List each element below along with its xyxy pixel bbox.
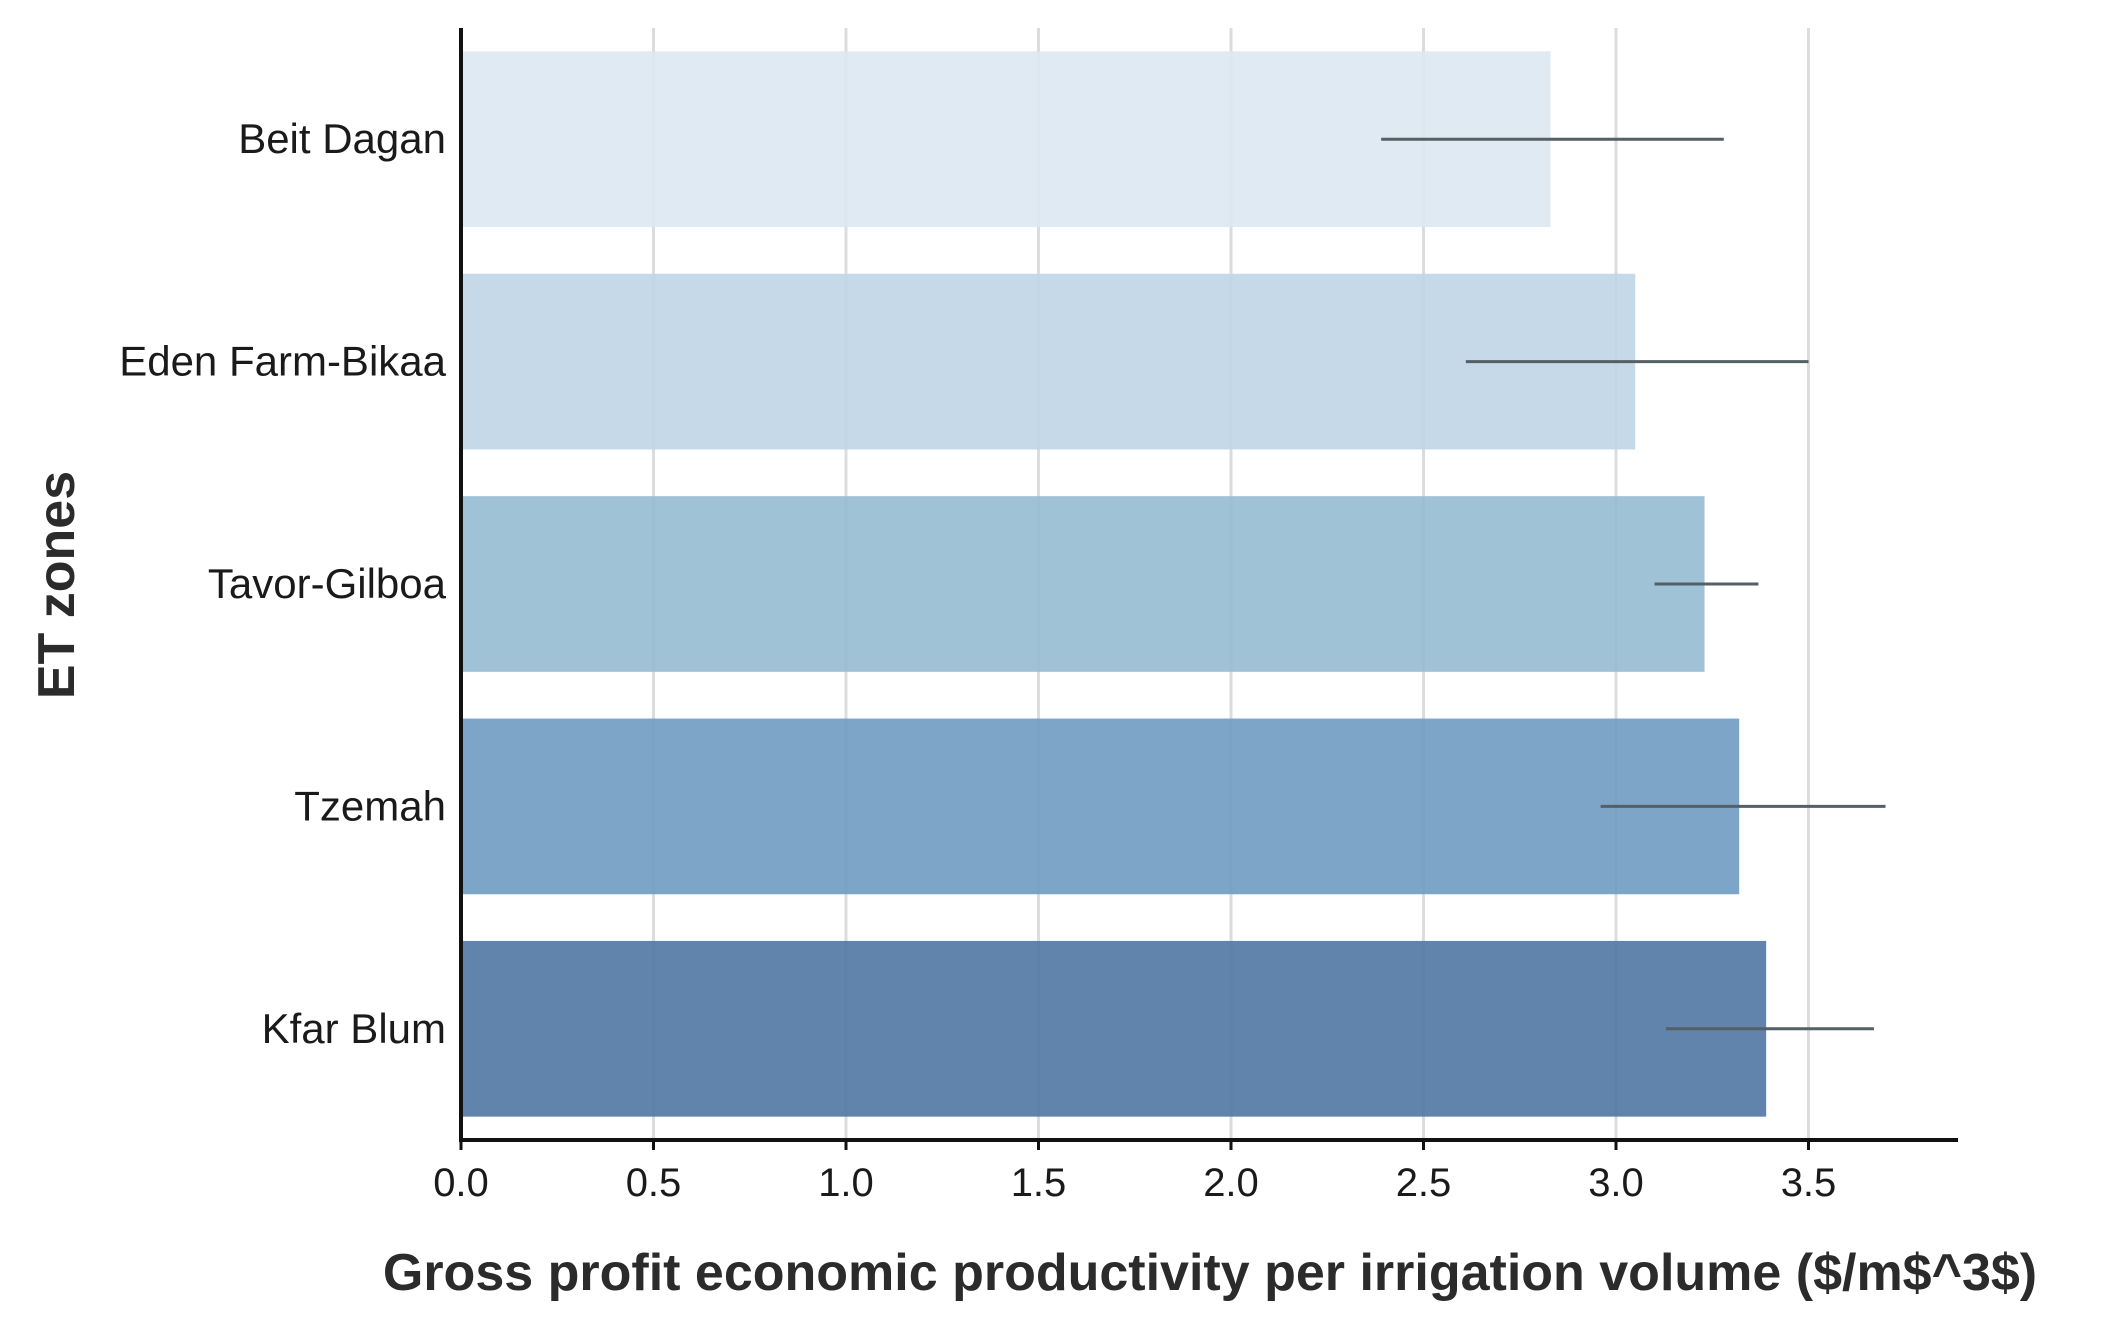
category-label: Beit Dagan [238,115,446,162]
x-tick-label: 3.5 [1781,1161,1837,1205]
axes [459,28,1958,1142]
x-axis-title: Gross profit economic productivity per i… [383,1244,2037,1302]
bar [461,718,1740,895]
category-label: Kfar Blum [262,1005,446,1052]
error-bars [1381,137,1886,1031]
x-tick-label: 0.5 [626,1161,682,1205]
x-tick-label: 2.0 [1203,1161,1259,1205]
y-axis-title: ET zones [28,471,86,699]
x-tick-label: 3.0 [1588,1161,1644,1205]
x-tick-label: 0.0 [433,1161,489,1205]
bars [461,51,1767,1117]
category-label: Tzemah [294,782,446,829]
x-tick-label: 1.0 [818,1161,874,1205]
x-tick-label: 2.5 [1396,1161,1452,1205]
bar [461,496,1705,672]
x-tick-labels: 0.0 0.5 1.0 1.5 2.0 2.5 3.0 3.5 [433,1140,1836,1205]
bar [461,51,1551,228]
bar [461,940,1767,1117]
bar [461,273,1636,450]
category-label: Eden Farm-Bikaa [119,338,446,385]
y-category-labels: Beit Dagan Eden Farm-Bikaa Tavor-Gilboa Tze… [119,115,446,1052]
category-label: Tavor-Gilboa [208,560,447,607]
x-tick-label: 1.5 [1011,1161,1067,1205]
